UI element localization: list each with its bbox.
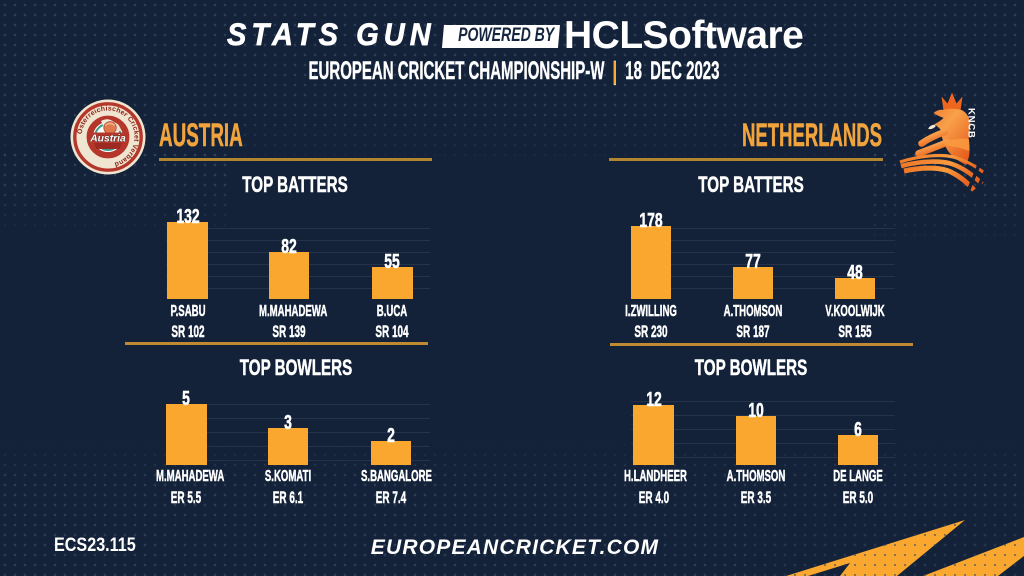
svg-text:Austria: Austria	[89, 134, 126, 145]
svg-text:KNCB: KNCB	[966, 108, 977, 139]
